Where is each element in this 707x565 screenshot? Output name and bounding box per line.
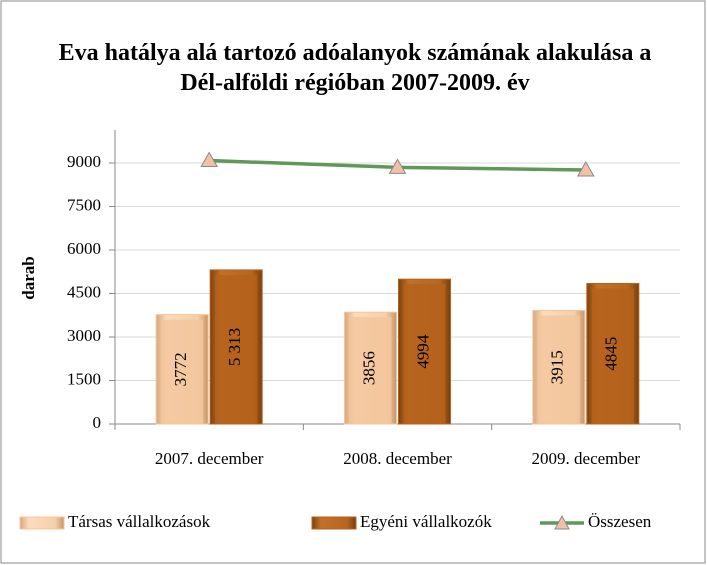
value-label: 3772 (171, 352, 190, 386)
y-tick-label: 9000 (67, 152, 101, 171)
value-label: 3915 (548, 350, 567, 384)
x-tick-label: 2007. december (155, 449, 264, 468)
legend-swatch (311, 516, 357, 530)
y-tick-label: 1500 (67, 369, 101, 388)
marker (200, 151, 219, 168)
y-tick-label: 3000 (67, 326, 101, 345)
bar-bevel (161, 319, 204, 424)
legend-marker (554, 514, 570, 530)
y-tick-label: 0 (93, 413, 102, 432)
bar-bevel (537, 315, 580, 424)
y-tick-label: 7500 (67, 195, 101, 214)
marker (388, 158, 407, 174)
marker (576, 160, 595, 177)
y-tick-label: 6000 (67, 239, 101, 258)
y-tick-label: 4500 (67, 282, 101, 301)
legend-label: Egyéni vállalkozók (360, 512, 492, 531)
value-label: 5 313 (225, 328, 244, 366)
x-tick-label: 2008. december (343, 449, 452, 468)
value-label: 4994 (413, 334, 432, 369)
y-axis-title: darab (19, 256, 38, 299)
bar-bevel (349, 317, 392, 424)
chart-title: Eva hatálya alá tartozó adóalanyok számá… (58, 40, 652, 96)
bar-bevel (403, 284, 446, 424)
value-label: 4845 (602, 337, 621, 371)
legend-label: Összesen (588, 512, 652, 531)
value-label: 3856 (359, 351, 378, 385)
bar-bevel (215, 274, 258, 424)
legend-swatch (19, 516, 65, 530)
x-tick-label: 2009. december (532, 449, 641, 468)
bar-bevel (591, 288, 634, 424)
legend-label: Társas vállalkozások (68, 512, 211, 531)
